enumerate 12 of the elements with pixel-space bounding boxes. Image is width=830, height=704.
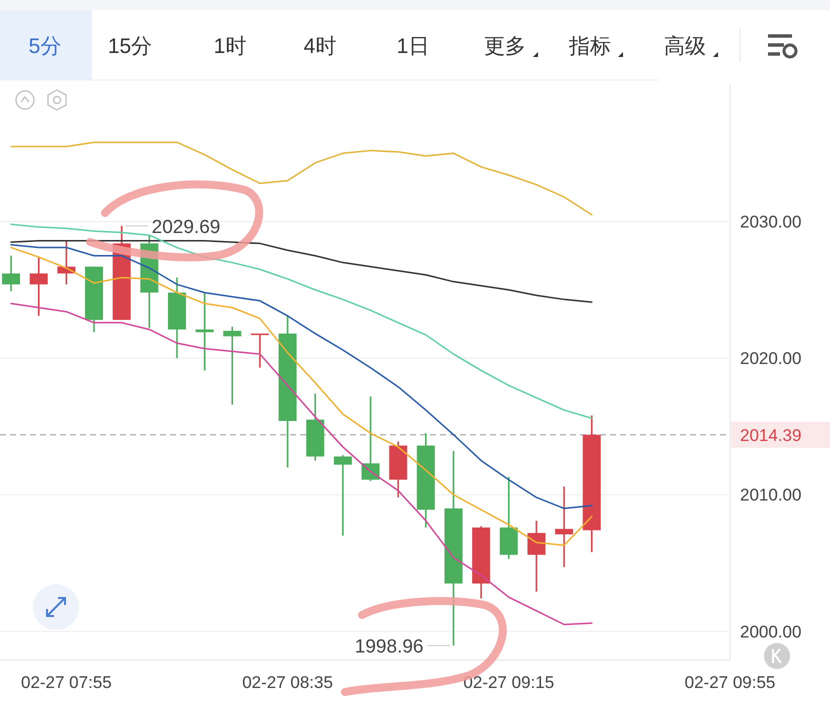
x-tick-label: 02-27 09:15 [463, 673, 554, 692]
ref-line-label: 2014.39 [740, 426, 802, 445]
y-tick-label: 2010.00 [740, 486, 802, 505]
x-tick-label: 02-27 07:55 [20, 673, 112, 692]
y-tick-label: 2020.00 [740, 349, 802, 368]
x-tick-label: 02-27 08:35 [242, 673, 333, 692]
x-tick-label: 02-27 09:55 [684, 673, 776, 692]
annotation: 2029.69 [152, 216, 220, 238]
y-tick-label: 2000.00 [740, 622, 802, 642]
toolbar: 5分 15分 1时 4时 1日 更多 指标 高级 [0, 0, 830, 80]
annotation: 1998.96 [354, 636, 424, 658]
y-tick-label: 2030.00 [740, 212, 802, 232]
